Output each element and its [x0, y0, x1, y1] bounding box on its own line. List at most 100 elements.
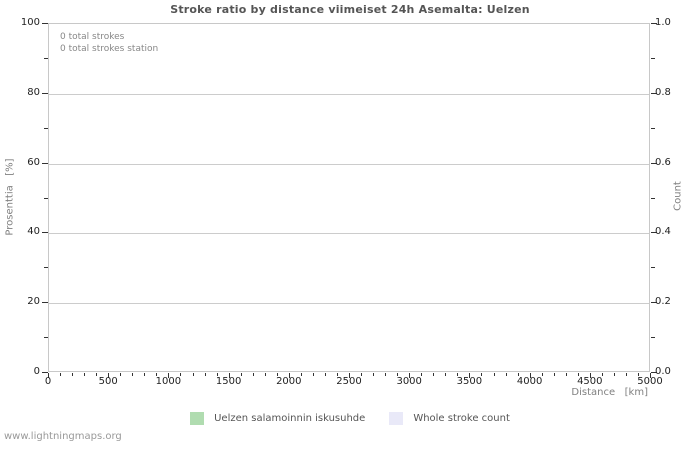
x-axis-tick: [48, 373, 49, 378]
x-axis-tick: [144, 373, 146, 376]
x-tick-label: 3000: [396, 376, 422, 387]
y-axis-tick-left: [44, 197, 48, 199]
y-axis-tick-left: [44, 57, 48, 59]
x-axis-tick: [505, 373, 507, 376]
y-tick-label-left: 0: [33, 366, 40, 377]
y-tick-label-right: 0.2: [655, 296, 671, 308]
x-axis-tick: [517, 373, 519, 376]
x-axis-tick: [300, 373, 302, 376]
y-axis-tick-left: [42, 232, 48, 234]
x-axis-tick: [601, 373, 603, 376]
x-axis-tick: [433, 373, 435, 376]
x-axis-tick: [469, 373, 471, 378]
x-tick-label: 4500: [577, 376, 603, 387]
y-axis-tick-right: [651, 232, 657, 234]
x-axis-tick: [409, 373, 411, 378]
x-axis-tick: [96, 373, 98, 376]
y-axis-label-right: Count: [672, 181, 684, 211]
chart-title: Stroke ratio by distance viimeiset 24h A…: [170, 3, 530, 16]
y-tick-label-left: 60: [27, 156, 40, 168]
x-tick-label: 1500: [215, 376, 242, 387]
x-axis-tick: [650, 373, 651, 378]
y-tick-label-left: 80: [27, 86, 40, 98]
x-axis-tick: [168, 373, 170, 378]
x-tick-label: 2500: [336, 376, 362, 387]
x-axis-tick: [553, 373, 555, 376]
x-tick-label: 5000: [637, 376, 663, 387]
y-axis-tick-right: [651, 197, 655, 199]
y-tick-label-left: 40: [27, 226, 40, 238]
y-axis-tick-right: [651, 302, 657, 304]
legend: Uelzen salamoinnin iskusuhde Whole strok…: [0, 410, 700, 426]
y-axis-tick-right: [651, 92, 657, 94]
x-tick-label: 500: [98, 376, 118, 387]
x-axis-tick: [264, 373, 266, 376]
x-axis-tick: [312, 373, 314, 376]
y-tick-label-right: 1.0: [655, 17, 671, 28]
y-axis-tick-left: [44, 337, 48, 339]
y-axis-tick-right: [651, 337, 655, 339]
y-tick-label-left: 100: [20, 17, 40, 28]
legend-label-whole-stroke-count: Whole stroke count: [413, 412, 510, 424]
x-tick-label: 0: [44, 376, 52, 387]
annotation-total-strokes: 0 total strokes: [60, 32, 125, 42]
x-axis-tick: [120, 373, 122, 376]
x-axis-tick: [228, 373, 230, 378]
x-axis-tick: [361, 373, 362, 376]
x-tick-label: 2000: [276, 376, 302, 387]
x-axis-tick: [529, 373, 531, 378]
legend-item-stroke-ratio: Uelzen salamoinnin iskusuhde: [190, 411, 366, 425]
x-axis-tick: [481, 373, 483, 376]
y-axis-label-left: Prosenttia [%]: [4, 158, 16, 236]
x-axis-tick: [565, 373, 567, 376]
y-axis-tick-left: [42, 372, 48, 373]
y-axis-tick-right: [651, 127, 655, 129]
plot-area: [48, 23, 650, 372]
legend-swatch-stroke-ratio: [190, 411, 205, 425]
y-tick-label-right: 0.8: [655, 86, 671, 98]
x-axis-tick: [108, 373, 110, 378]
x-axis-tick: [613, 373, 615, 376]
x-axis-tick: [541, 373, 543, 376]
x-axis-tick: [252, 373, 254, 376]
x-axis-tick: [349, 373, 350, 378]
y-axis-tick-left: [42, 23, 48, 24]
y-axis-tick-left: [44, 267, 48, 269]
x-axis-tick: [493, 373, 495, 376]
y-axis-tick-left: [42, 92, 48, 94]
x-axis-tick: [276, 373, 278, 376]
x-axis-tick: [156, 373, 158, 376]
y-tick-label-left: 20: [27, 296, 40, 308]
legend-label-stroke-ratio: Uelzen salamoinnin iskusuhde: [214, 412, 366, 424]
x-axis-tick: [180, 373, 182, 376]
x-axis-tick: [397, 373, 399, 376]
legend-item-whole-stroke-count: Whole stroke count: [389, 411, 510, 425]
y-axis-tick-right: [651, 267, 655, 269]
annotation-total-strokes-station: 0 total strokes station: [60, 44, 159, 54]
y-tick-label-right: 0.4: [655, 226, 671, 238]
y-axis-tick-left: [42, 302, 48, 304]
x-tick-label: 4000: [516, 376, 543, 387]
x-axis-tick: [577, 373, 579, 376]
x-tick-label: 1000: [155, 376, 182, 387]
x-axis-tick: [192, 373, 194, 376]
x-axis-tick: [72, 373, 74, 376]
y-tick-label-right: 0.0: [655, 366, 671, 377]
legend-swatch-whole-stroke-count: [389, 411, 404, 425]
x-axis-tick: [421, 373, 423, 376]
x-axis-label: Distance [km]: [571, 387, 648, 398]
y-axis-tick-right: [651, 372, 657, 373]
x-axis-tick: [288, 373, 290, 378]
y-axis-tick-right: [651, 162, 657, 164]
y-axis-tick-right: [651, 23, 657, 24]
y-axis-tick-right: [651, 57, 655, 59]
x-axis-tick: [240, 373, 242, 376]
stroke-count-annotation: 0 total strokes 0 total strokes station: [60, 31, 158, 55]
h-gridline: [49, 93, 649, 95]
x-axis-tick: [445, 373, 447, 376]
h-gridline: [49, 233, 649, 235]
x-axis-tick: [625, 373, 627, 376]
watermark: www.lightningmaps.org: [4, 431, 122, 442]
x-axis-tick: [589, 373, 591, 378]
x-axis-tick: [337, 373, 338, 376]
